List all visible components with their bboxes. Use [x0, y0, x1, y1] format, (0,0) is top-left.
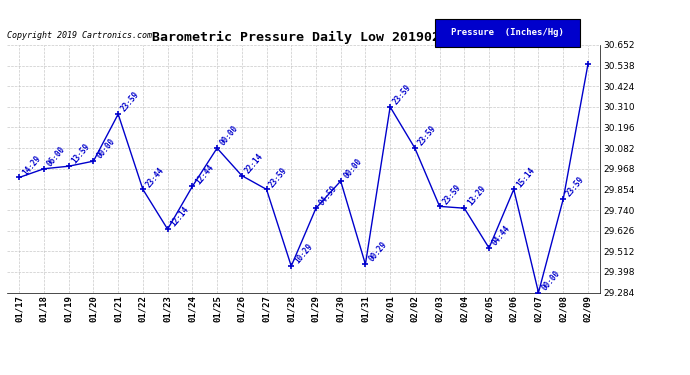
Text: 10:29: 10:29 [293, 242, 314, 266]
Text: 00:00: 00:00 [218, 124, 240, 148]
Text: 15:14: 15:14 [515, 165, 537, 189]
Text: Pressure  (Inches/Hg): Pressure (Inches/Hg) [451, 28, 564, 38]
Text: Copyright 2019 Cartronics.com: Copyright 2019 Cartronics.com [7, 30, 152, 39]
Text: 14:29: 14:29 [21, 153, 42, 177]
Text: 00:00: 00:00 [95, 137, 117, 160]
Text: 13:29: 13:29 [466, 184, 487, 208]
Text: 23:59: 23:59 [441, 182, 462, 206]
Text: 00:00: 00:00 [342, 157, 364, 180]
Text: 23:59: 23:59 [119, 90, 141, 114]
Text: 12:14: 12:14 [169, 205, 190, 229]
Text: 22:14: 22:14 [243, 152, 265, 175]
Text: 13:59: 13:59 [70, 142, 92, 166]
Text: 23:59: 23:59 [564, 175, 586, 199]
Title: Barometric Pressure Daily Low 20190210: Barometric Pressure Daily Low 20190210 [152, 31, 455, 44]
Text: 12:44: 12:44 [194, 162, 215, 186]
Text: 23:59: 23:59 [268, 165, 290, 189]
Text: 06:00: 06:00 [46, 145, 67, 168]
Text: 00:00: 00:00 [540, 268, 562, 292]
Text: 23:59: 23:59 [416, 124, 438, 148]
Text: 23:44: 23:44 [144, 165, 166, 189]
Text: 04:44: 04:44 [491, 224, 512, 248]
Text: 00:29: 00:29 [366, 240, 388, 264]
Text: 04:59: 04:59 [317, 184, 339, 208]
Text: 23:59: 23:59 [391, 83, 413, 106]
